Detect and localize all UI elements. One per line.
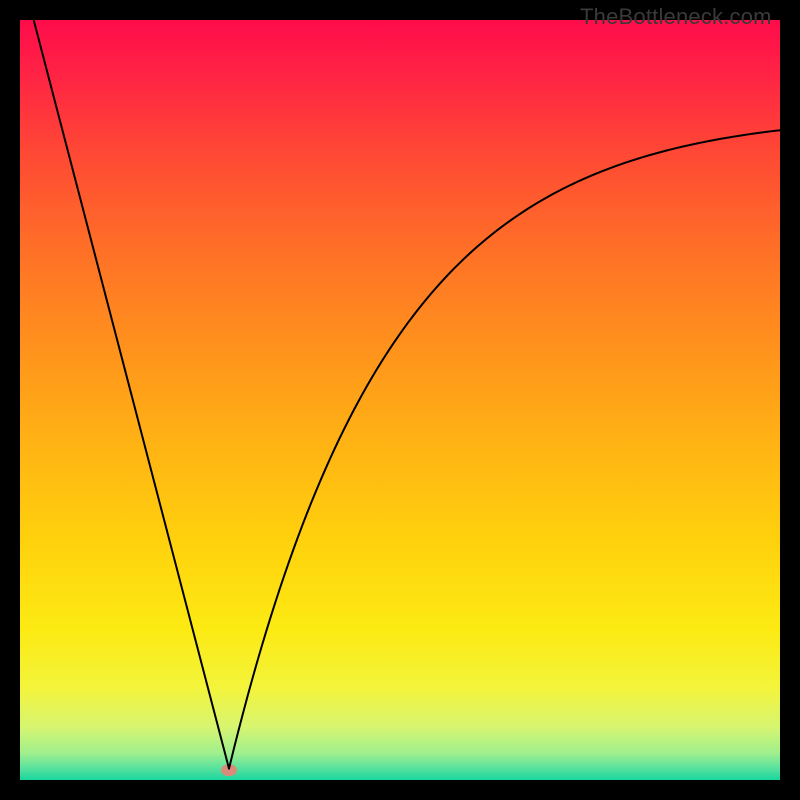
bottleneck-chart — [0, 0, 800, 800]
chart-frame: TheBottleneck.com — [0, 0, 800, 800]
watermark-text: TheBottleneck.com — [580, 4, 772, 30]
chart-plot-background — [20, 20, 780, 780]
